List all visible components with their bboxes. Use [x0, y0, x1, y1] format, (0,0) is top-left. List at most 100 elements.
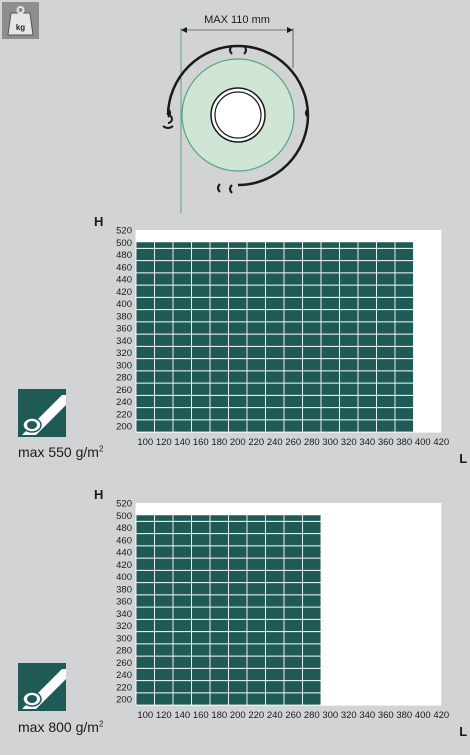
- x-tick-label: 320: [341, 710, 357, 721]
- y-tick-label: 440: [116, 548, 132, 559]
- x-tick-label: 320: [341, 437, 357, 448]
- y-tick-label: 320: [116, 348, 132, 359]
- weight-unit-label: kg: [16, 23, 25, 32]
- chart-block-550: 520 500 480 460 440 420 400 380 360 340 320 300 280 2…: [0, 210, 470, 480]
- y-tick-label: 200: [116, 695, 132, 706]
- y-tick-label: 380: [116, 584, 132, 595]
- max-weight-label-text: max 800 g/m: [18, 719, 99, 735]
- capacity-column: [358, 242, 377, 433]
- y-tick-label: 300: [116, 633, 132, 644]
- x-tick-label: 280: [304, 437, 320, 448]
- y-tick-label: 300: [116, 360, 132, 371]
- roll-icon: [18, 389, 66, 437]
- y-tick-label: 280: [116, 373, 132, 384]
- chuck-arc-top-right: [237, 44, 310, 116]
- capacity-column: [191, 515, 210, 706]
- clip-top: [229, 45, 247, 55]
- y-tick-label: 260: [116, 658, 132, 669]
- x-tick-label: 160: [193, 437, 209, 448]
- x-axis-letter: L: [459, 724, 467, 739]
- x-tick-label: 260: [285, 710, 301, 721]
- x-tick-label: 300: [322, 710, 338, 721]
- x-tick-label: 300: [322, 437, 338, 448]
- chart-block-800: 520 500 480 460 440 420 400 380 360 340 320 300 280 2…: [0, 483, 470, 750]
- y-tick-label: 220: [116, 682, 132, 693]
- core-tube-inner: [214, 91, 262, 139]
- capacity-column: [284, 242, 303, 433]
- clip-left-lower: [162, 114, 174, 129]
- x-tick-label: 360: [378, 437, 394, 448]
- x-tick-label: 420: [433, 710, 449, 721]
- y-tick-label: 480: [116, 250, 132, 261]
- capacity-column: [228, 515, 247, 706]
- capacity-column: [302, 242, 321, 433]
- y-tick-label: 400: [116, 572, 132, 583]
- y-tick-label: 440: [116, 275, 132, 286]
- capacity-column: [228, 242, 247, 433]
- x-tick-label: 240: [267, 710, 283, 721]
- y-tick-label: 460: [116, 535, 132, 546]
- y-tick-label: 360: [116, 597, 132, 608]
- capacity-column: [173, 242, 192, 433]
- capacity-column: [210, 515, 229, 706]
- x-tick-label: 360: [378, 710, 394, 721]
- x-tick-label: 200: [230, 710, 246, 721]
- x-tick-label: 100: [137, 710, 153, 721]
- y-tick-label: 240: [116, 397, 132, 408]
- clip-right: [305, 108, 309, 118]
- x-tick-label: 420: [433, 437, 449, 448]
- x-tick-label: 340: [359, 437, 375, 448]
- x-tick-label: 140: [174, 710, 190, 721]
- y-tick-label: 500: [116, 238, 132, 249]
- y-tick-label: 420: [116, 287, 132, 298]
- capacity-column: [247, 515, 266, 706]
- y-tick-label: 500: [116, 511, 132, 522]
- capacity-column: [265, 515, 284, 706]
- y-tick-label: 200: [116, 422, 132, 433]
- y-tick-label: 460: [116, 262, 132, 273]
- y-tick-label: 340: [116, 336, 132, 347]
- y-tick-label: 520: [116, 226, 132, 237]
- x-tick-label: 100: [137, 437, 153, 448]
- x-tick-label: 220: [248, 710, 264, 721]
- x-tick-label: 180: [211, 710, 227, 721]
- x-tick-label: 140: [174, 437, 190, 448]
- x-tick-label: 400: [415, 710, 431, 721]
- roll-icon: [18, 663, 66, 711]
- clip-bottom: [217, 183, 233, 194]
- capacity-column: [191, 242, 210, 433]
- y-tick-label: 480: [116, 523, 132, 534]
- y-tick-label: 360: [116, 324, 132, 335]
- y-tick-label: 380: [116, 311, 132, 322]
- y-tick-label: 240: [116, 670, 132, 681]
- y-axis-letter: H: [94, 487, 103, 502]
- capacity-column: [265, 242, 284, 433]
- chuck-arc-top-left: [166, 44, 239, 116]
- x-tick-label: 180: [211, 437, 227, 448]
- core-diagram: MAX 110 mm: [140, 8, 340, 213]
- capacity-column: [210, 242, 229, 433]
- max-weight-label-sup: 2: [98, 444, 104, 454]
- capacity-column: [376, 242, 395, 433]
- y-tick-label: 520: [116, 499, 132, 510]
- capacity-column: [284, 515, 303, 706]
- x-axis-letter: L: [459, 451, 467, 466]
- x-tick-label: 380: [396, 710, 412, 721]
- capacity-column: [136, 242, 155, 433]
- y-tick-label: 340: [116, 609, 132, 620]
- x-tick-label: 400: [415, 437, 431, 448]
- capacity-column: [339, 242, 358, 433]
- max-weight-label-text: max 550 g/m: [18, 444, 99, 460]
- y-tick-label: 420: [116, 560, 132, 571]
- y-tick-label: 280: [116, 646, 132, 657]
- max-weight-label-550: max 550 g/m2: [18, 444, 103, 460]
- clip-left: [167, 108, 171, 118]
- capacity-column: [321, 242, 340, 433]
- x-tick-label: 120: [156, 437, 172, 448]
- x-tick-label: 280: [304, 710, 320, 721]
- weight-icon: kg: [2, 2, 39, 39]
- y-tick-label: 220: [116, 409, 132, 420]
- x-tick-label: 160: [193, 710, 209, 721]
- y-tick-label: 400: [116, 299, 132, 310]
- y-tick-label: 320: [116, 621, 132, 632]
